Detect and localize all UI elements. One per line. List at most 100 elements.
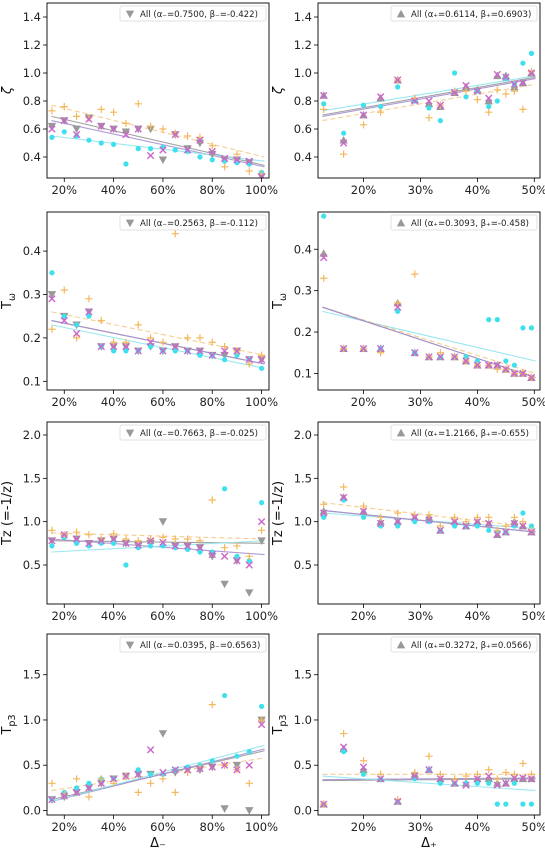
legend-marker [396, 9, 406, 18]
data-point-cross [473, 87, 482, 95]
data-point-plus [473, 96, 481, 104]
data-point-cross [208, 763, 216, 771]
data-point-plus [110, 108, 118, 116]
fit-line [51, 120, 265, 168]
x-tick-label: 40% [465, 609, 491, 623]
data-point-plus [510, 513, 518, 521]
legend-marker [125, 219, 135, 228]
data-point-dot [503, 358, 509, 364]
data-point-plus [48, 779, 56, 787]
x-tick-label: 80% [199, 609, 225, 623]
data-point-plus [221, 163, 229, 171]
data-point-plus [134, 537, 142, 545]
legend-box [390, 5, 538, 22]
data-point-cross [450, 517, 459, 526]
y-tick-label: 1.4 [294, 10, 312, 24]
data-point-dot [360, 102, 367, 108]
y-tick-label: 1.0 [23, 66, 41, 80]
data-point-down [245, 589, 254, 597]
data-point-cross [393, 517, 402, 526]
data-point-plus [159, 775, 167, 783]
data-point-cross [450, 88, 459, 97]
plot-area [319, 50, 536, 158]
data-point-cross [171, 342, 179, 351]
y-axis-label: Tz (=-1/z) [0, 481, 15, 546]
data-point-cross [146, 151, 155, 160]
x-tick-label: 80% [199, 395, 225, 409]
y-axis-label-sub: ω [7, 293, 18, 301]
data-point-cross [220, 347, 229, 355]
data-point-plus [196, 334, 204, 342]
panel-tomega-minus: 20% 40% 60% 80% 100% 0.1 0.2 0.3 0.4 Tω All (α₋=0.… [0, 211, 278, 409]
data-point-dot [474, 358, 480, 364]
data-point-plus [394, 509, 402, 517]
data-point-cross [233, 556, 241, 565]
y-axis-label-main: T [271, 301, 286, 310]
panel-tz-plus: 20% 30% 40% 50% 0.5 1.0 1.5 2.0 Tz (=-1/z) All (α… [271, 421, 545, 623]
data-point-cross [233, 766, 241, 774]
data-point-cross [339, 743, 348, 751]
data-point-cross [97, 122, 105, 130]
data-point-plus [340, 729, 348, 738]
y-axis-label-main: T [0, 301, 15, 310]
plot-frame [317, 211, 541, 391]
x-axis-label: Δ₊ [421, 836, 437, 850]
data-point-cross [411, 97, 419, 105]
x-tick-label: 40% [465, 820, 491, 834]
data-point-plus [510, 87, 518, 95]
data-point-plus [485, 766, 493, 774]
data-point-plus [425, 511, 433, 519]
data-point-cross [502, 779, 510, 788]
data-point-dot [474, 780, 480, 786]
data-point-cross [196, 347, 204, 355]
data-point-cross [109, 775, 118, 783]
data-point-plus [258, 716, 266, 724]
x-tick-label: 30% [408, 609, 434, 623]
data-point-cross [339, 344, 348, 353]
data-point-plus [60, 286, 68, 294]
data-point-cross [72, 130, 81, 139]
data-point-dot [197, 154, 203, 160]
data-point-dot [259, 703, 265, 710]
data-point-cross [196, 136, 204, 144]
x-tick-label: 30% [408, 395, 434, 409]
data-point-cross [485, 772, 493, 780]
plot-frame [317, 2, 541, 179]
x-tick-label: 50% [522, 820, 545, 834]
data-point-cross [208, 550, 216, 559]
data-point-cross [436, 353, 445, 361]
y-tick-label: 2.0 [294, 428, 312, 442]
data-point-cross [146, 537, 155, 545]
legend-box [390, 636, 538, 653]
data-point-plus [73, 528, 81, 536]
legend-box [119, 214, 267, 231]
y-tick-label: 0.4 [294, 150, 312, 164]
data-point-cross [220, 761, 229, 769]
data-point-plus [340, 150, 348, 158]
x-tick-label: 40% [101, 820, 127, 834]
data-point-up [359, 765, 368, 774]
y-tick-label: 0.5 [294, 758, 312, 772]
data-point-dot [234, 352, 240, 358]
data-point-cross [122, 342, 130, 351]
y-tick-label: 1.5 [23, 471, 41, 485]
data-point-cross [473, 361, 482, 369]
legend-marker [396, 640, 406, 649]
data-point-cross [411, 513, 419, 522]
data-point-cross [208, 147, 216, 156]
data-point-cross [425, 516, 433, 524]
data-point-cross [376, 519, 385, 528]
data-point-dot [452, 523, 458, 529]
data-point-dot [135, 767, 141, 773]
x-tick-label: 30% [408, 820, 434, 834]
data-point-cross [425, 766, 433, 774]
data-point-plus [159, 533, 167, 541]
data-point-plus [436, 522, 444, 530]
data-point-dot [494, 317, 500, 323]
data-point-up [484, 96, 493, 105]
data-point-plus [147, 122, 155, 130]
data-point-cross [436, 101, 445, 109]
data-point-dot [111, 348, 117, 354]
data-point-dot [74, 540, 80, 546]
x-tick-label: 50% [522, 183, 545, 197]
